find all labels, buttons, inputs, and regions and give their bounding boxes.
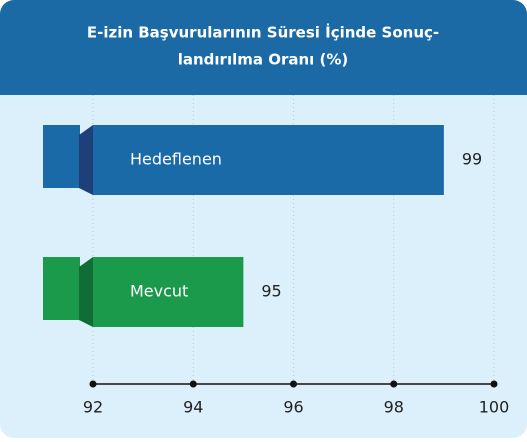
x-tick-label: 92 <box>83 398 103 417</box>
chart-title: E-izin Başvurularının Süresi İçinde Sonu… <box>87 23 439 42</box>
bar-fold <box>79 257 93 327</box>
bar-label: Hedeflenen <box>130 150 222 169</box>
tick-mark <box>290 380 297 388</box>
tick-mark <box>490 380 498 388</box>
tick-mark <box>189 380 197 388</box>
bar-stub <box>43 257 80 320</box>
chart-title: landırılma Oranı (%) <box>178 51 349 69</box>
x-tick-label: 96 <box>283 398 303 417</box>
x-tick-label: 100 <box>479 398 510 417</box>
x-tick-label: 94 <box>183 398 203 417</box>
header <box>0 0 527 95</box>
bar-label: Mevcut <box>130 282 188 301</box>
bar-fold <box>79 125 93 195</box>
tick-mark <box>89 380 97 388</box>
bar <box>93 125 444 195</box>
bar <box>93 257 244 327</box>
value-label: 99 <box>462 150 482 169</box>
bar-stub <box>43 125 80 188</box>
tick-mark <box>390 380 398 388</box>
plot: 92 94 96 98 100 Hedeflenen 99 Mevcut 95 <box>43 95 509 417</box>
x-tick-label: 98 <box>384 398 404 417</box>
value-label: 95 <box>261 282 281 301</box>
